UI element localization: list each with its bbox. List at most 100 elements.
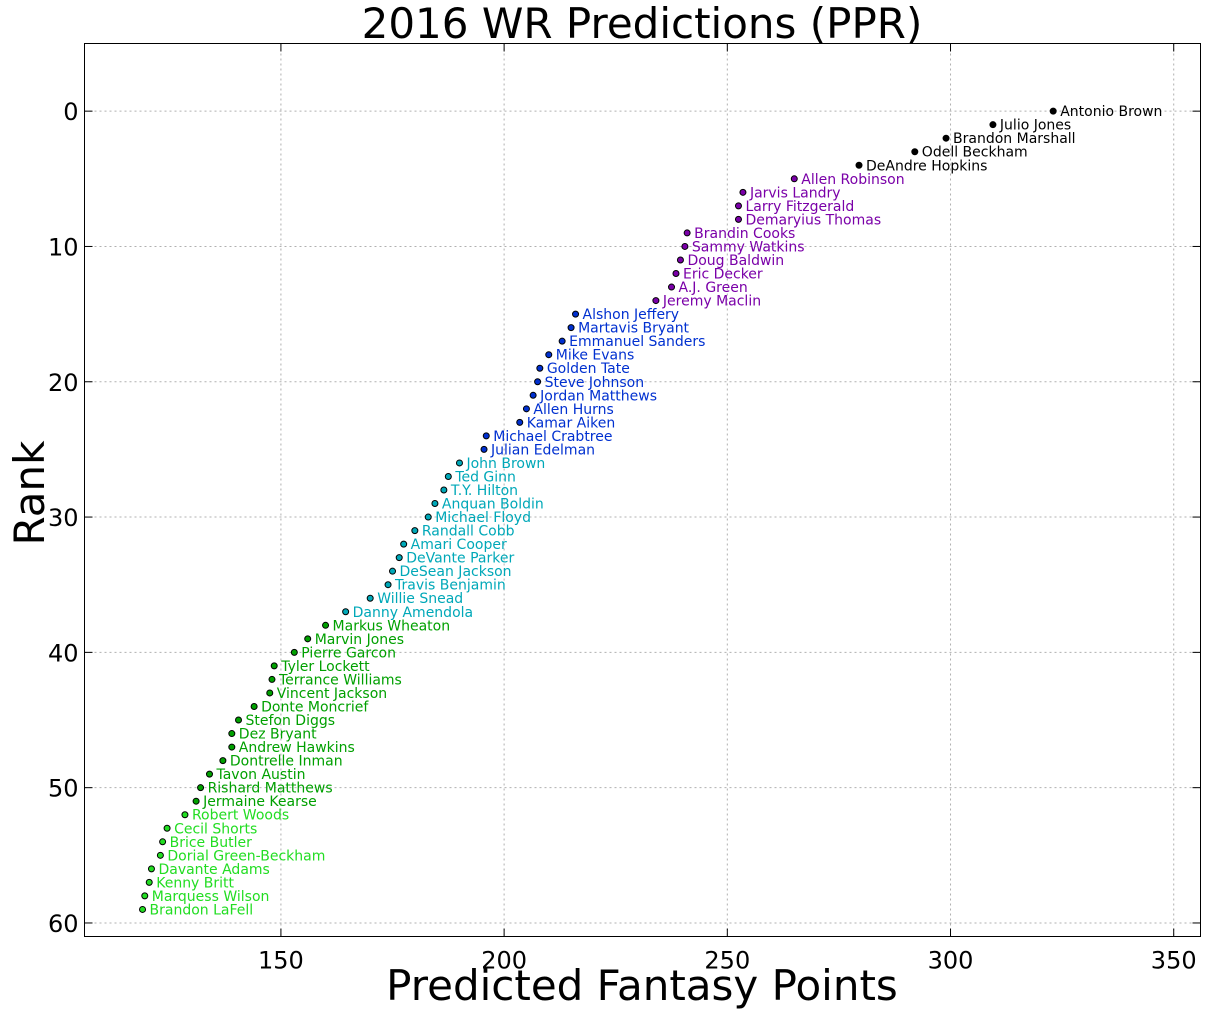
data-point xyxy=(205,770,213,778)
data-point-label: Doug Baldwin xyxy=(687,253,784,269)
data-point-label: Tyler Lockett xyxy=(280,659,370,675)
data-point-label: John Brown xyxy=(465,456,545,472)
data-point-label: Julio Jones xyxy=(999,118,1071,134)
y-tick-label: 0 xyxy=(63,98,78,126)
data-point-label: DeVante Parker xyxy=(406,551,514,567)
data-point xyxy=(424,513,432,521)
data-point-label: Michael Crabtree xyxy=(493,429,612,445)
data-point xyxy=(683,229,691,237)
data-point-label: Marvin Jones xyxy=(315,632,404,648)
data-point xyxy=(366,594,374,602)
data-point-label: Antonio Brown xyxy=(1060,104,1162,120)
data-point-label: Marquess Wilson xyxy=(152,889,270,905)
data-point xyxy=(1049,107,1057,115)
data-point-label: A.J. Green xyxy=(679,280,748,296)
data-point xyxy=(400,540,408,548)
data-point-label: Larry Fitzgerald xyxy=(745,199,854,215)
data-point xyxy=(668,283,676,291)
data-point xyxy=(572,310,580,318)
y-tick-label: 50 xyxy=(48,775,79,803)
data-point xyxy=(141,892,149,900)
data-point xyxy=(534,378,542,386)
y-tick-label: 10 xyxy=(48,233,79,261)
data-point-label: Michael Floyd xyxy=(435,510,531,526)
data-point-label: Allen Robinson xyxy=(801,172,904,188)
data-point xyxy=(522,405,530,413)
data-point-label: Randall Cobb xyxy=(422,524,515,540)
data-point-label: Cecil Shorts xyxy=(174,821,257,837)
data-point-label: Martavis Bryant xyxy=(578,321,689,337)
data-point xyxy=(181,811,189,819)
data-point-label: Demaryius Thomas xyxy=(745,212,881,228)
data-point xyxy=(219,757,227,765)
data-point-label: Donte Moncrief xyxy=(261,699,369,715)
data-point-label: Terrance Williams xyxy=(278,672,402,688)
data-point xyxy=(942,134,950,142)
data-point-label: Ted Ginn xyxy=(454,469,516,485)
data-point xyxy=(855,161,863,169)
data-point-label: Mike Evans xyxy=(556,348,635,364)
chart-title: 2016 WR Predictions (PPR) xyxy=(362,0,923,48)
data-point-label: Dez Bryant xyxy=(239,727,317,743)
data-point xyxy=(681,242,689,250)
data-point xyxy=(455,459,463,467)
y-tick-label: 20 xyxy=(48,369,79,397)
data-point xyxy=(290,648,298,656)
data-point xyxy=(672,270,680,278)
data-point xyxy=(268,675,276,683)
data-point xyxy=(536,364,544,372)
data-point-label: Markus Wheaton xyxy=(333,618,451,634)
data-point-label: Odell Beckham xyxy=(922,145,1028,161)
data-point-label: Alshon Jeffery xyxy=(583,307,680,323)
data-point-label: Pierre Garcon xyxy=(301,645,396,661)
data-point xyxy=(389,567,397,575)
data-point xyxy=(159,838,167,846)
axis-ticks: 150 200 250 300 350 0 10 20 30 40 50 60 xyxy=(48,43,1201,975)
data-point-label: Davante Adams xyxy=(158,862,269,878)
x-tick-label: 200 xyxy=(481,947,527,975)
data-point-label: Jordan Matthews xyxy=(539,388,657,404)
data-point xyxy=(545,351,553,359)
data-point xyxy=(266,689,274,697)
data-point xyxy=(322,621,330,629)
data-point xyxy=(480,445,488,453)
data-point xyxy=(197,784,205,792)
x-axis-label: Predicted Fantasy Points xyxy=(386,961,898,1010)
data-point-label: Golden Tate xyxy=(547,361,630,377)
data-point-label: Steve Johnson xyxy=(545,375,645,391)
data-point xyxy=(676,256,684,264)
y-axis-label: Rank xyxy=(5,440,54,546)
data-point-label: Brandon Marshall xyxy=(953,131,1076,147)
x-tick-label: 250 xyxy=(704,947,750,975)
data-point xyxy=(250,702,258,710)
grid-lines xyxy=(84,43,1201,937)
data-point xyxy=(147,865,155,873)
data-point-label: Jarvis Landry xyxy=(749,185,841,201)
data-point xyxy=(342,608,350,616)
data-point xyxy=(989,121,997,129)
data-point-label: Eric Decker xyxy=(683,267,763,283)
data-point-label: Stefon Diggs xyxy=(246,713,336,729)
data-point xyxy=(567,324,575,332)
y-tick-label: 30 xyxy=(48,504,79,532)
data-point-label: Danny Amendola xyxy=(353,605,473,621)
y-tick-label: 40 xyxy=(48,639,79,667)
data-point xyxy=(235,716,243,724)
data-point xyxy=(790,175,798,183)
data-point-label: Kenny Britt xyxy=(156,875,234,891)
data-point xyxy=(163,824,171,832)
data-point-label: Allen Hurns xyxy=(533,402,613,418)
data-point-label: Anquan Boldin xyxy=(442,497,544,513)
data-point-label: Travis Benjamin xyxy=(394,578,506,594)
data-point xyxy=(228,730,236,738)
data-point xyxy=(431,500,439,508)
data-point-label: Brandin Cooks xyxy=(694,226,795,242)
data-point xyxy=(734,202,742,210)
data-point-label: Dontrelle Inman xyxy=(230,754,343,770)
data-point xyxy=(384,581,392,589)
data-point-label: Jermaine Kearse xyxy=(202,794,317,810)
data-point xyxy=(516,418,524,426)
data-point-label: DeSean Jackson xyxy=(400,564,512,580)
